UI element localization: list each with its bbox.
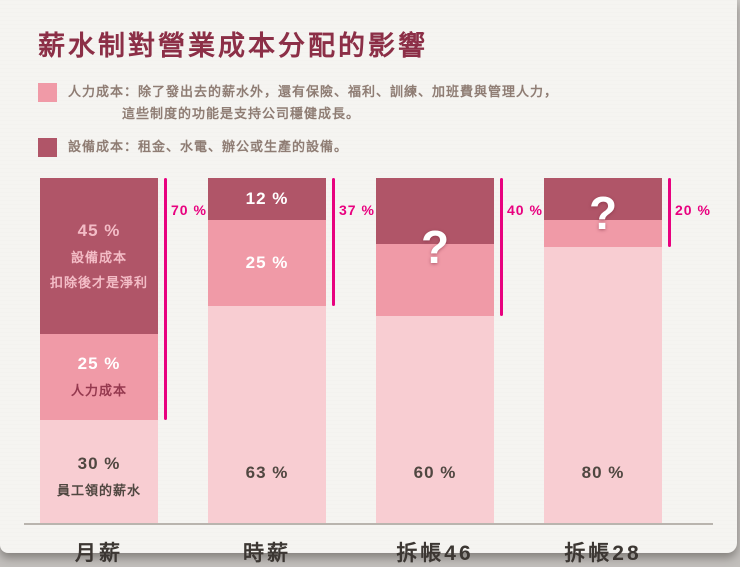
equipment-cost-description: 設備成本：租金、水電、辦公或生產的設備。 <box>68 136 348 158</box>
equipment-cost-swatch <box>38 138 57 158</box>
labor-cost-swatch <box>38 83 57 102</box>
bar-segment-labor: 25 % 人力成本 <box>40 333 158 420</box>
bracket-line <box>332 178 335 306</box>
bar-segment-salary: 63 % <box>208 305 326 524</box>
stacked-bar: 12 % 25 % 63 % <box>208 178 326 524</box>
segment-value-label: 60 % <box>413 463 457 483</box>
bar-segment-salary: 30 % 員工領的薪水 <box>40 419 158 524</box>
bar-group-4: 80 %? 20 % <box>544 178 710 524</box>
bar-group-2: 12 % 25 % 63 % 37 % <box>208 178 374 524</box>
segment-sub-label: 扣除後才是淨利 <box>49 274 148 290</box>
equipment-cost-line1: 設備成本：租金、水電、辦公或生產的設備。 <box>68 139 349 155</box>
segment-value-label: 45 % <box>77 220 121 240</box>
bar-group-1: 45 % 設備成本扣除後才是淨利 25 % 人力成本 30 % 員工領的薪水 70 % <box>40 178 206 524</box>
bar-segment-labor: 25 % <box>208 219 326 306</box>
x-axis-labels: 月薪 時薪 拆帳46 拆帳28 <box>40 537 699 567</box>
labor-cost-line2: 這些制度的功能是支持公司穩健成長。 <box>122 106 361 122</box>
bracket-value-label: 40 % <box>507 202 543 219</box>
segment-value-label: 25 % <box>77 354 121 374</box>
bar-segment-labor <box>544 219 662 248</box>
segment-value-label: 12 % <box>245 188 289 208</box>
bar-segment-labor <box>376 243 494 317</box>
labor-cost-line1: 人力成本：除了發出去的薪水外，還有保險、福利、訓練、加班費與管理人力， <box>68 84 559 99</box>
stacked-bar: 45 % 設備成本扣除後才是淨利 25 % 人力成本 30 % 員工領的薪水 <box>40 178 158 524</box>
bar-segment-equipment <box>376 178 494 244</box>
x-axis-line <box>24 523 713 526</box>
bracket-line <box>164 178 167 420</box>
chart-bars: 45 % 設備成本 扣除後才是淨利 25 % 人力成本 30 % 員工領的薪水 70 % 12 … <box>40 178 710 524</box>
legend-item-equipment-cost: 設備成本：租金、水電、辦公或生產的設備。 <box>38 136 699 158</box>
x-axis-label: 月薪 <box>75 542 123 566</box>
segment-value-label: 80 % <box>581 463 625 483</box>
x-axis-label: 拆帳46 <box>396 542 474 566</box>
segment-sub-label: 設備成本 <box>70 249 127 265</box>
bracket-value-label: 20 % <box>675 202 711 219</box>
bar-segment-salary: 80 % <box>544 247 662 524</box>
segment-sub-label: 員工領的薪水 <box>56 483 141 499</box>
segment-value-label: 25 % <box>245 252 289 272</box>
segment-value-label: 63 % <box>245 463 289 483</box>
bar-segment-equipment: 45 % 設備成本扣除後才是淨利 <box>40 178 158 334</box>
stacked-bar: 80 % <box>544 178 662 524</box>
bracket-value-label: 70 % <box>171 202 207 219</box>
x-axis-label: 拆帳28 <box>564 542 642 566</box>
bracket-line <box>668 178 671 248</box>
legend: 人力成本：除了發出去的薪水外，還有保險、福利、訓練、加班費與管理人力， 這些制度… <box>38 81 699 158</box>
bar-group-3: 60 %? 40 % <box>376 178 542 524</box>
bar-segment-equipment <box>544 178 662 220</box>
bracket-value-label: 37 % <box>339 202 375 219</box>
labor-cost-description: 人力成本：除了發出去的薪水外，還有保險、福利、訓練、加班費與管理人力， 這些制度… <box>68 81 558 125</box>
x-axis-label: 時薪 <box>243 542 291 566</box>
bracket-line <box>500 178 503 317</box>
bar-segment-equipment: 12 % <box>208 178 326 220</box>
segment-sub-label: 人力成本 <box>70 383 127 399</box>
segment-value-label: 30 % <box>77 454 121 474</box>
legend-item-labor-cost: 人力成本：除了發出去的薪水外，還有保險、福利、訓練、加班費與管理人力， 這些制度… <box>38 81 699 125</box>
page-title: 薪水制對營業成本分配的影響 <box>38 31 428 61</box>
stacked-bar-chart: 45 % 設備成本 扣除後才是淨利 25 % 人力成本 30 % 員工領的薪水 70 % 12 … <box>24 178 713 567</box>
stacked-bar: 60 % <box>376 178 494 524</box>
bar-segment-salary: 60 % <box>376 316 494 524</box>
